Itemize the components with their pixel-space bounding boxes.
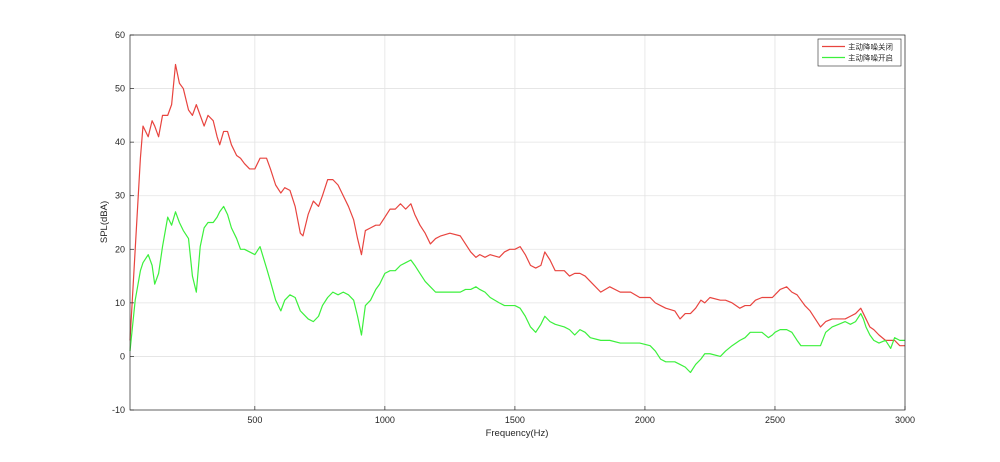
legend-box bbox=[817, 38, 902, 67]
legend-label-anc-off: 主动降噪关闭 bbox=[848, 41, 893, 51]
y-tick-label: 30 bbox=[115, 191, 125, 201]
y-tick-label: 40 bbox=[115, 137, 125, 147]
series-line-anc-off bbox=[129, 63, 905, 347]
y-axis-label: SPL(dBA) bbox=[99, 201, 110, 243]
x-tick-label: 500 bbox=[247, 415, 262, 425]
x-tick-label: 2000 bbox=[635, 415, 655, 425]
x-tick-label: 1500 bbox=[505, 415, 525, 425]
y-tick-label: 50 bbox=[115, 84, 125, 94]
x-tick-label: 2500 bbox=[765, 415, 785, 425]
y-tick-label: 10 bbox=[115, 298, 125, 308]
plot-background bbox=[130, 35, 905, 410]
y-tick-label: 20 bbox=[115, 244, 125, 254]
series-line-anc-on bbox=[129, 205, 905, 374]
x-tick-label: 3000 bbox=[895, 415, 915, 425]
x-axis-label: Frequency(Hz) bbox=[486, 428, 549, 439]
series-group bbox=[129, 63, 905, 374]
axis-ticks: 500 1000 1500 2000 2500 3000 -10 0 10 20 30 40 50 60 bbox=[112, 30, 915, 425]
legend-label-anc-on: 主动降噪开启 bbox=[848, 52, 893, 62]
y-tick-label: 0 bbox=[120, 351, 125, 361]
y-tick-label: -10 bbox=[112, 405, 125, 415]
y-tick-label: 60 bbox=[115, 30, 125, 40]
legend: 主动降噪关闭 主动降噪开启 bbox=[817, 38, 902, 67]
axes-frame bbox=[129, 34, 906, 411]
x-tick-label: 1000 bbox=[375, 415, 395, 425]
